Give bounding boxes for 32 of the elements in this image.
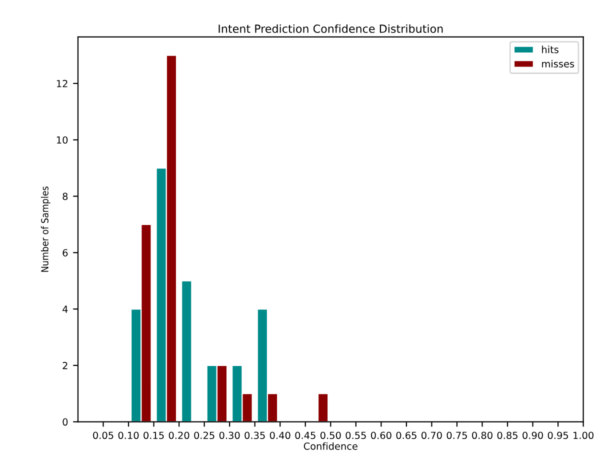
chart-title: Intent Prediction Confidence Distribution [218, 24, 443, 33]
y-tick-label: 12 [56, 80, 68, 88]
x-tick-label: 0.30 [219, 432, 240, 440]
y-tick-label: 2 [62, 362, 68, 370]
x-tick-label: 0.50 [320, 432, 341, 440]
x-tick-label: 0.75 [446, 432, 467, 440]
x-tick-label: 0.95 [548, 432, 568, 440]
x-tick-label: 0.85 [497, 432, 518, 440]
x-tick-label: 0.70 [422, 432, 442, 440]
x-axis-title: Confidence [304, 442, 358, 450]
legend-label: hits [542, 46, 558, 54]
x-tick-label: 0.60 [370, 432, 392, 440]
x-tick-label: 0.90 [522, 432, 543, 440]
x-tick-label: 0.40 [270, 432, 290, 440]
x-tick-label: 0.80 [472, 432, 492, 440]
x-tick-label: 0.10 [118, 432, 139, 440]
x-tick-label: 0.15 [144, 432, 164, 440]
x-tick-label: 0.65 [396, 432, 416, 440]
x-tick-label: 0.05 [93, 432, 114, 440]
x-tick-label: 1.00 [574, 432, 594, 440]
x-tick-label: 0.45 [295, 432, 316, 440]
y-tick-label: 8 [62, 192, 68, 200]
y-tick-label: 4 [62, 306, 68, 313]
x-tick-label: 0.25 [194, 432, 214, 440]
x-tick-label: 0.20 [168, 432, 190, 440]
y-tick-label: 10 [56, 136, 68, 144]
x-tick-label: 0.35 [244, 432, 265, 440]
y-tick-label: 0 [62, 418, 68, 426]
y-tick-label: 6 [62, 249, 68, 256]
y-axis-title: Number of Samples [40, 186, 50, 272]
x-tick-label: 0.55 [346, 432, 366, 440]
legend-label: misses [542, 60, 574, 68]
